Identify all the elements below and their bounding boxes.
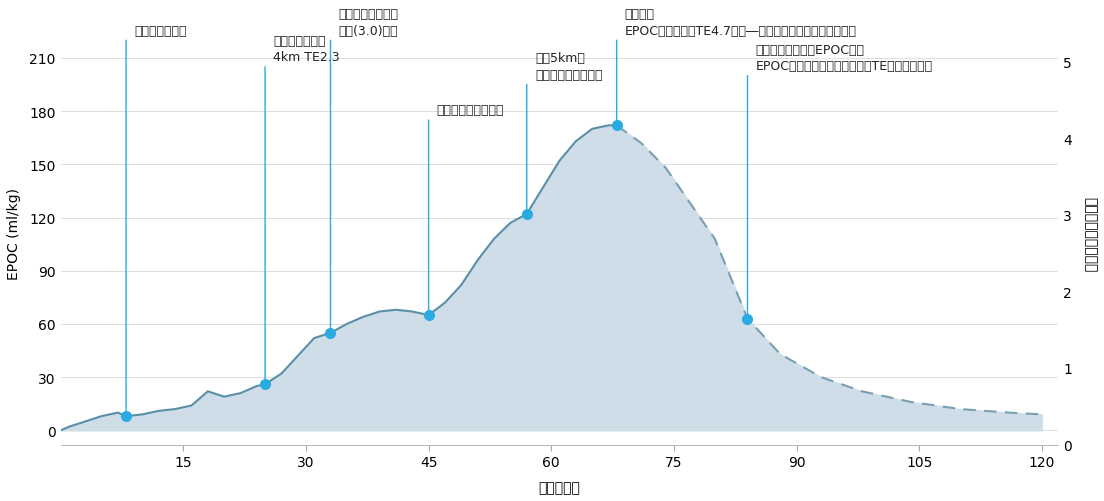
Text: 軽いランニング
4km TE2.3: 軽いランニング 4km TE2.3 [273, 35, 340, 64]
Text: ウォームアップ: ウォームアップ [135, 25, 187, 38]
Y-axis label: 有酸素トレーニング: 有酸素トレーニング [1083, 196, 1097, 272]
Text: エクササイズ後のEPOC減少
EPOCの減少は達成したピークTEに影響しない: エクササイズ後のEPOC減少 EPOCの減少は達成したピークTEに影響しない [755, 44, 933, 73]
Text: ショートリカバリー: ショートリカバリー [437, 104, 505, 117]
X-axis label: 時間（分）: 時間（分） [539, 480, 581, 494]
Text: 次の5kmは
ハードなランニング: 次の5kmは ハードなランニング [535, 53, 603, 82]
Text: トレーニング効果
改善(3.0)達成: トレーニング効果 改善(3.0)達成 [339, 8, 399, 38]
Y-axis label: EPOC (ml/kg): EPOC (ml/kg) [7, 188, 21, 280]
Text: 運動終了
EPOCのピーク、TE4.7達成―トレーニング効果を高く改善: 運動終了 EPOCのピーク、TE4.7達成―トレーニング効果を高く改善 [625, 8, 857, 38]
